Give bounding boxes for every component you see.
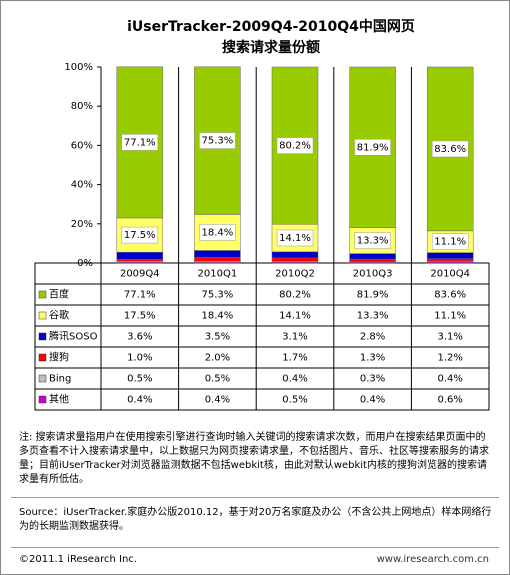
table-value: 0.4% bbox=[360, 395, 385, 406]
table-value: 1.2% bbox=[437, 353, 462, 364]
table-value: 0.5% bbox=[205, 374, 230, 385]
legend-swatch bbox=[38, 290, 47, 299]
divider bbox=[11, 497, 499, 498]
label-box bbox=[276, 137, 314, 154]
label-box bbox=[199, 224, 236, 241]
bar-label: 80.2% bbox=[279, 141, 311, 152]
table-value: 0.4% bbox=[282, 374, 307, 385]
label-box bbox=[121, 226, 159, 244]
table-value: 0.3% bbox=[360, 374, 385, 385]
x-tick-label: 2010Q2 bbox=[275, 269, 315, 280]
table-value: 0.4% bbox=[437, 374, 462, 385]
legend-swatch bbox=[38, 311, 47, 320]
table-value: 18.4% bbox=[202, 311, 234, 322]
table-value: 13.3% bbox=[357, 311, 389, 322]
table-value: 3.5% bbox=[205, 332, 230, 343]
x-tick-label: 2010Q1 bbox=[198, 269, 238, 280]
legend-label: 谷歌 bbox=[49, 309, 69, 322]
legend-label: 搜狗 bbox=[49, 351, 69, 364]
label-box bbox=[121, 134, 159, 151]
table-border bbox=[34, 262, 490, 411]
label-box bbox=[354, 232, 391, 249]
y-tick-label: 60% bbox=[71, 140, 93, 151]
table-value: 77.1% bbox=[124, 290, 156, 301]
bar-segment bbox=[116, 259, 164, 262]
x-tick-label: 2010Q4 bbox=[430, 269, 470, 280]
legend-label: 其他 bbox=[49, 393, 69, 406]
table-value: 81.9% bbox=[357, 290, 389, 301]
table-value: 0.5% bbox=[127, 374, 152, 385]
chart-title: 搜索请求量份额 bbox=[222, 39, 320, 56]
table-value: 3.1% bbox=[282, 332, 307, 343]
table-value: 80.2% bbox=[279, 290, 311, 301]
legend-swatch bbox=[38, 353, 47, 362]
table-value: 83.6% bbox=[434, 290, 466, 301]
bar-label: 11.1% bbox=[434, 237, 466, 248]
x-tick-label: 2009Q4 bbox=[120, 269, 160, 280]
bar-label: 77.1% bbox=[124, 137, 156, 148]
table-value: 2.0% bbox=[205, 353, 230, 364]
label-box bbox=[276, 229, 314, 247]
label-box bbox=[199, 132, 236, 149]
table-value: 0.6% bbox=[437, 395, 462, 406]
bar-segment bbox=[271, 257, 319, 262]
bar-segment bbox=[271, 251, 319, 259]
bar-label: 81.9% bbox=[357, 142, 389, 153]
label-box bbox=[431, 233, 469, 250]
table-value: 17.5% bbox=[124, 311, 156, 322]
table-value: 11.1% bbox=[434, 311, 466, 322]
legend-label: 腾讯SOSO bbox=[49, 330, 98, 343]
url: www.iresearch.com.cn bbox=[376, 554, 489, 565]
copyright: ©2011.1 iResearch Inc. bbox=[19, 554, 137, 565]
table-value: 3.1% bbox=[437, 332, 462, 343]
bar-segment bbox=[349, 253, 396, 260]
table-value: 1.7% bbox=[282, 353, 307, 364]
divider bbox=[11, 547, 499, 548]
source: Source：iUserTracker.家庭办公版2010.12，基于对20万名… bbox=[19, 507, 492, 532]
legend-swatch bbox=[38, 332, 47, 341]
table-value: 1.3% bbox=[360, 353, 385, 364]
y-tick-label: 80% bbox=[71, 101, 93, 112]
y-tick-label: 40% bbox=[71, 180, 93, 191]
bar-label: 14.1% bbox=[279, 233, 311, 244]
notes: 注: 搜索请求量指用户在使用搜索引擎进行查询时输入关键词的搜索请求次数，而用户在… bbox=[19, 432, 489, 485]
y-tick-label: 20% bbox=[71, 219, 93, 230]
table-value: 0.4% bbox=[205, 395, 230, 406]
table-value: 0.4% bbox=[127, 395, 152, 406]
label-box bbox=[354, 139, 391, 156]
bar-label: 75.3% bbox=[202, 136, 234, 147]
bar-segment bbox=[116, 251, 164, 260]
legend-label: Bing bbox=[49, 374, 71, 385]
legend-label: 百度 bbox=[49, 288, 69, 301]
bar-segment bbox=[194, 250, 241, 258]
bar-segment bbox=[194, 257, 241, 262]
table-value: 2.8% bbox=[360, 332, 385, 343]
legend-swatch bbox=[38, 374, 47, 383]
x-tick-label: 2010Q3 bbox=[353, 269, 393, 280]
bar-label: 83.6% bbox=[434, 144, 466, 155]
table-value: 14.1% bbox=[279, 311, 311, 322]
label-box bbox=[431, 140, 469, 158]
bar-label: 18.4% bbox=[202, 227, 234, 238]
legend-swatch bbox=[38, 395, 47, 404]
table-value: 1.0% bbox=[127, 353, 152, 364]
bar-segment bbox=[349, 258, 396, 262]
bar-label: 13.3% bbox=[357, 236, 389, 247]
table-value: 75.3% bbox=[202, 290, 234, 301]
bar-segment bbox=[426, 252, 474, 259]
table-value: 3.6% bbox=[127, 332, 152, 343]
table-value: 0.5% bbox=[282, 395, 307, 406]
bar-segment bbox=[426, 258, 474, 262]
bar-label: 17.5% bbox=[124, 230, 156, 241]
chart: iUserTracker-2009Q4-2010Q4中国网页 搜索请求量份额 0… bbox=[34, 18, 490, 411]
chart-title: iUserTracker-2009Q4-2010Q4中国网页 bbox=[127, 18, 415, 35]
y-tick-label: 100% bbox=[64, 62, 93, 73]
